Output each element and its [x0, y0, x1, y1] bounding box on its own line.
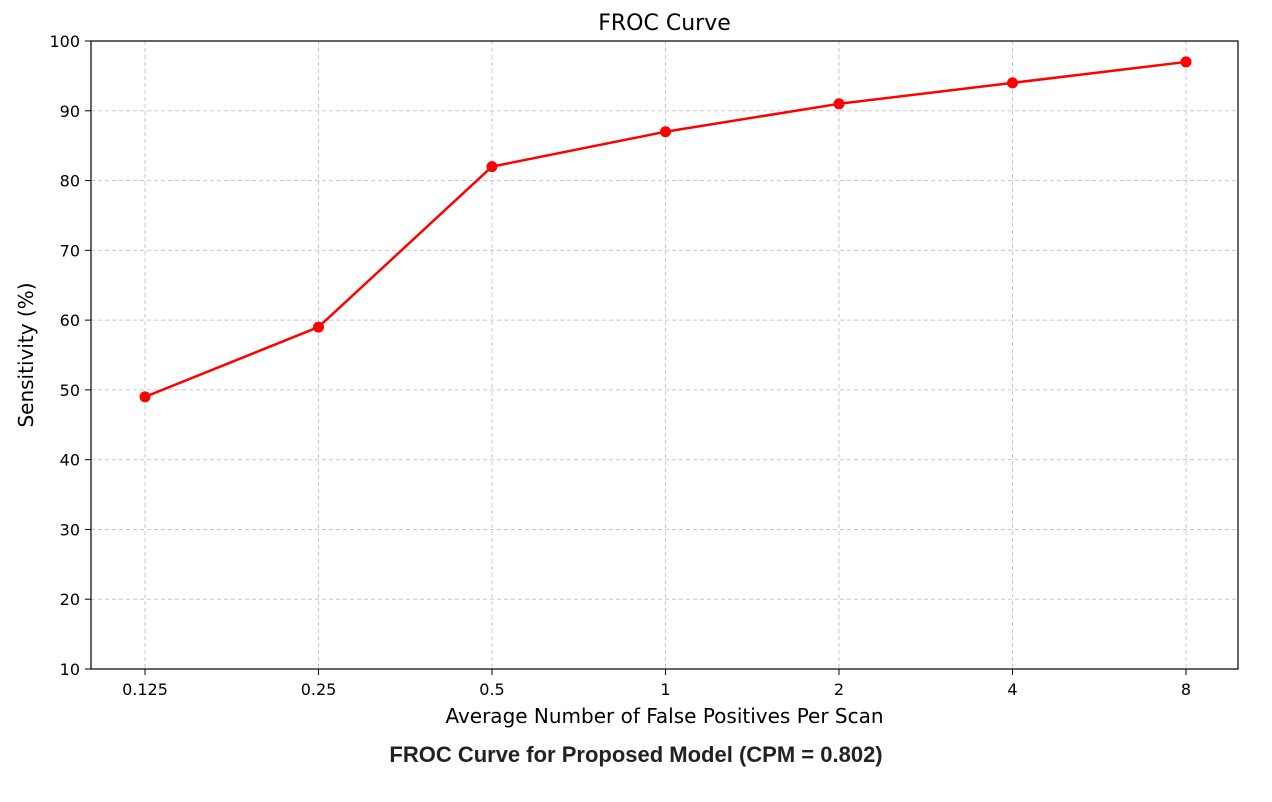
x-tick-label: 2	[834, 680, 844, 699]
data-point	[660, 126, 671, 138]
y-tick-label: 40	[60, 451, 80, 470]
y-tick-label: 20	[60, 590, 80, 609]
y-tick-label: 30	[60, 520, 80, 539]
data-point	[1180, 56, 1192, 68]
y-tick-label: 60	[60, 311, 80, 330]
x-tick-label: 4	[1007, 680, 1017, 699]
y-tick-label: 70	[60, 241, 80, 260]
data-point	[486, 161, 498, 173]
y-axis-label: Sensitivity (%)	[14, 282, 38, 427]
data-point	[833, 98, 845, 110]
axis-ticks: 0.125 0.25 0.5 1 2 4 8 10 20 30 40 50 60 70 80 90 100	[49, 32, 1191, 699]
y-tick-label: 90	[60, 102, 80, 121]
figure-caption: FROC Curve for Proposed Model (CPM = 0.8…	[389, 742, 883, 767]
x-tick-label: 8	[1181, 680, 1191, 699]
grid-lines	[91, 41, 1238, 669]
data-point	[139, 391, 151, 403]
y-tick-label: 80	[60, 172, 80, 191]
x-tick-label: 0.125	[122, 680, 168, 699]
x-axis-label: Average Number of False Positives Per Sc…	[445, 704, 883, 728]
chart-title: FROC Curve	[598, 11, 731, 36]
x-tick-label: 1	[660, 680, 670, 699]
y-tick-label: 100	[49, 32, 80, 51]
series-layer	[139, 56, 1192, 403]
x-tick-label: 0.5	[479, 680, 504, 699]
data-point	[313, 321, 324, 333]
plot-area-frame	[90, 40, 1239, 670]
y-tick-label: 50	[60, 381, 80, 400]
y-tick-label: 10	[60, 660, 80, 679]
data-point	[1007, 77, 1018, 89]
x-tick-label: 0.25	[301, 680, 337, 699]
